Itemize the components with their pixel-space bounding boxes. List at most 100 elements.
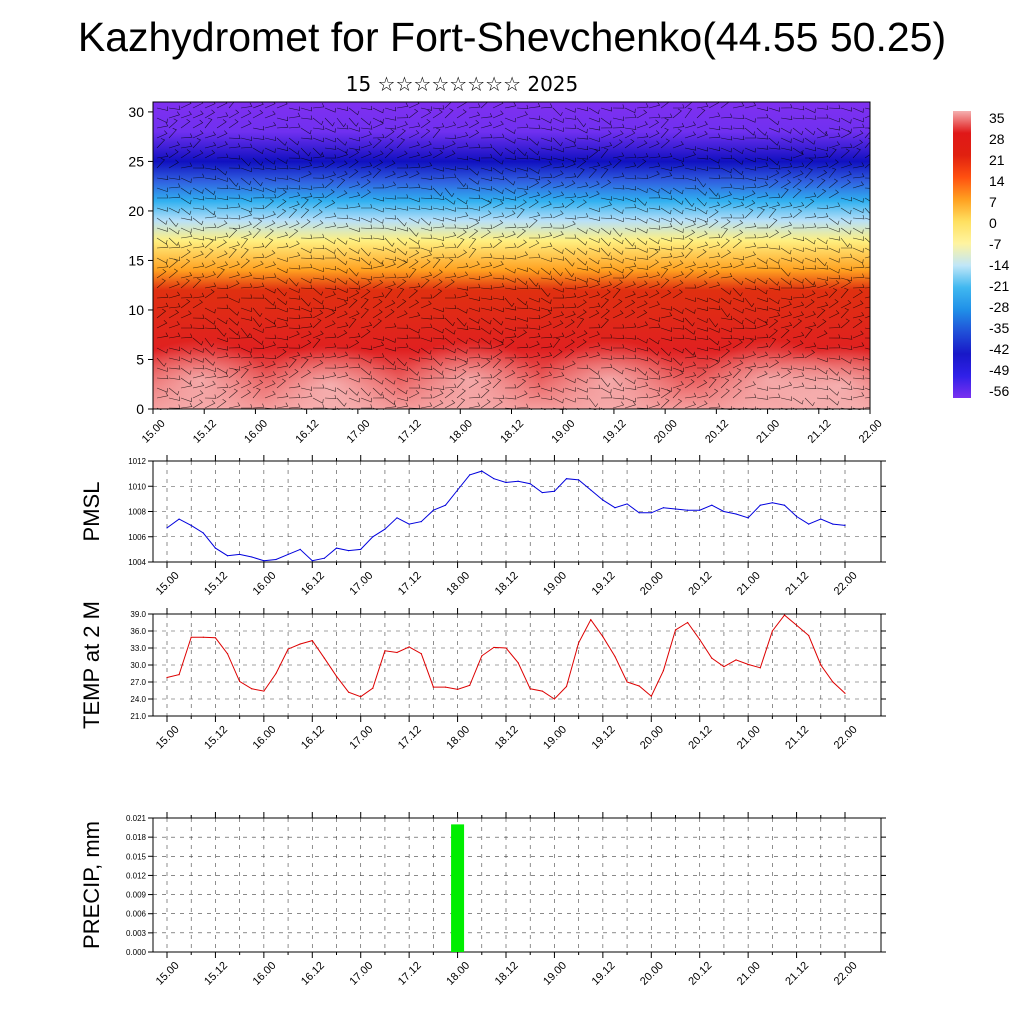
wind-barb [840, 227, 852, 235]
wind-barb [636, 237, 648, 246]
wind-barb [564, 292, 577, 299]
wind-barb [264, 177, 276, 182]
wind-barb [744, 157, 756, 163]
wind-barb [660, 172, 673, 179]
wind-barb [264, 341, 276, 349]
wind-barb [732, 255, 745, 261]
wind-barb [564, 180, 576, 189]
wind-barb [408, 244, 421, 249]
wind-barb [732, 339, 743, 349]
data-point [723, 510, 725, 513]
wind-barb [156, 207, 168, 212]
wind-barb [168, 193, 181, 199]
data-point [590, 489, 592, 491]
wind-barb [516, 199, 527, 209]
wind-barb [480, 379, 492, 389]
wind-barb [756, 145, 769, 150]
wind-barb [372, 207, 384, 213]
wind-barb [516, 167, 528, 172]
wind-barb [396, 102, 409, 109]
wind-barb [324, 171, 336, 179]
wind-barb [408, 108, 419, 119]
wind-barb [804, 299, 815, 309]
y-tick-label: 0.021 [126, 814, 147, 823]
wind-barb [384, 170, 396, 179]
wind-barb [720, 287, 732, 295]
wind-barb [552, 147, 564, 153]
wind-barb [432, 269, 443, 279]
wind-barb [408, 367, 420, 376]
data-point [481, 470, 483, 472]
wind-barb [648, 246, 661, 251]
wind-barb [468, 157, 480, 162]
wind-barb [324, 265, 337, 271]
wind-barb [528, 175, 541, 181]
wind-barb [528, 124, 541, 129]
wind-barb [360, 217, 372, 223]
wind-barb [708, 133, 721, 139]
wind-barb [432, 357, 443, 367]
wind-barb [756, 113, 769, 119]
wind-barb [480, 399, 491, 409]
wind-barb [252, 282, 265, 289]
wind-barb [228, 327, 240, 336]
wind-barb [840, 377, 852, 386]
wind-barb [816, 385, 829, 391]
wind-barb [276, 221, 288, 229]
wind-barb [756, 224, 769, 229]
wind-barb [792, 247, 804, 252]
wind-barb [600, 123, 613, 129]
wind-barb [348, 168, 359, 179]
wind-barb [852, 311, 865, 319]
wind-barb [276, 157, 288, 164]
wind-barb [192, 399, 203, 409]
wind-barb [276, 116, 289, 122]
wind-barb [300, 162, 313, 169]
wind-barb [696, 197, 707, 207]
wind-barb [624, 281, 636, 289]
wind-barb [804, 397, 815, 407]
x-tick-label: 17.12 [396, 570, 424, 598]
wind-barb [216, 153, 229, 159]
wind-barb [720, 135, 733, 141]
wind-barb [360, 162, 373, 169]
wind-barb [168, 159, 179, 169]
wind-barb [540, 103, 553, 109]
wind-barb [744, 147, 756, 153]
wind-barb [684, 102, 693, 109]
wind-barb [180, 278, 190, 289]
data-point [166, 527, 168, 529]
wind-barb [312, 198, 323, 209]
wind-barb [420, 226, 432, 232]
wind-barb [384, 148, 394, 159]
wind-barb [684, 347, 695, 356]
wind-barb [816, 169, 828, 179]
wind-barb [336, 387, 348, 395]
wind-barb [216, 119, 227, 129]
wind-barb [192, 119, 204, 129]
wind-barb [456, 131, 469, 139]
wind-barb [816, 330, 828, 339]
wind-barb [168, 321, 180, 329]
wind-barb [516, 111, 528, 119]
x-tick-label: 17.00 [347, 960, 375, 988]
wind-barb [336, 160, 348, 169]
wind-barb [384, 377, 396, 385]
wind-barb [672, 245, 685, 250]
wind-barb [696, 335, 709, 340]
wind-barb [420, 294, 433, 299]
wind-barb [480, 153, 493, 159]
wind-barb [288, 106, 301, 111]
wind-barb [720, 213, 733, 219]
wind-barb [648, 391, 661, 399]
wind-barb [540, 213, 553, 219]
wind-barb [564, 199, 575, 209]
x-tick-label: 17.12 [396, 418, 424, 446]
wind-barb [204, 117, 213, 129]
wind-barb [612, 196, 625, 201]
y-tick-label: 1012 [128, 457, 146, 466]
wind-barb [276, 146, 289, 152]
wind-barb [540, 287, 551, 298]
wind-barb [564, 276, 576, 282]
wind-barb [792, 170, 804, 179]
